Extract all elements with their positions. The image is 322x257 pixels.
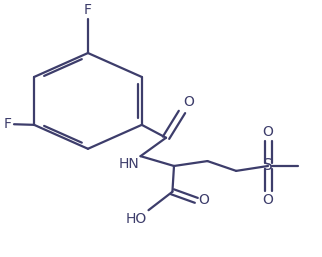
Text: F: F [84,3,92,17]
Text: F: F [4,117,12,131]
Text: O: O [184,95,194,109]
Text: HO: HO [125,212,147,226]
Text: O: O [262,193,273,207]
Text: O: O [198,193,209,207]
Text: S: S [263,159,273,173]
Text: HN: HN [118,157,139,171]
Text: O: O [262,125,273,139]
